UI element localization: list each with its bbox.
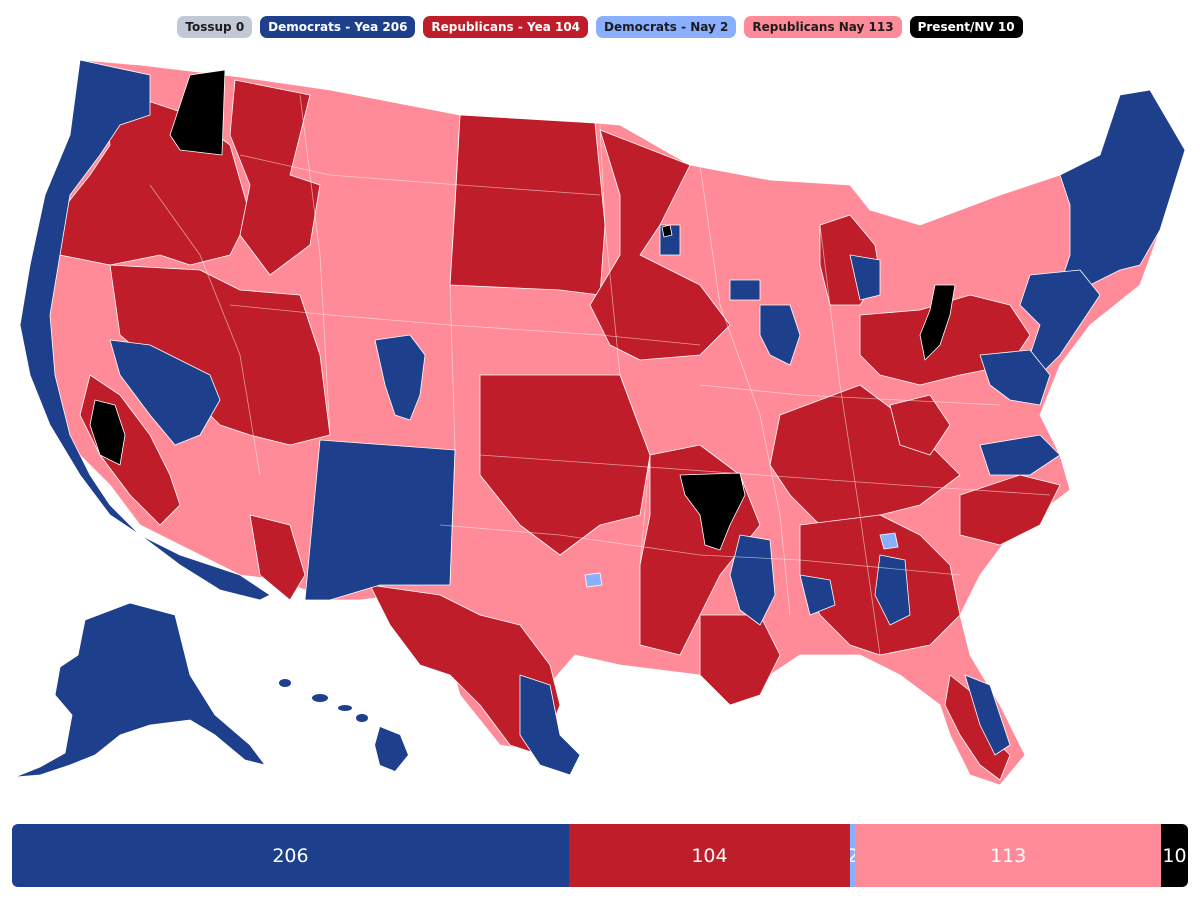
region-alabama-black-belt [799,574,836,616]
region-mississippi-delta [729,534,776,626]
district-line-9 [699,384,1001,406]
legend-tossup[interactable]: Tossup 0 [177,16,253,38]
district-line-4 [449,114,461,586]
legend-democrats-yea[interactable]: Democrats - Yea 206 [260,16,416,38]
region-dakotas [449,114,606,296]
region-present-minnesota [661,224,673,238]
district-map [0,55,1200,795]
district-line-3 [299,94,331,436]
district-line-7 [819,224,881,656]
region-kentucky-tennessee [769,384,961,526]
us-district-map-svg [14,59,1186,786]
hawaii-island-1 [279,679,291,687]
district-line-1 [239,154,601,196]
region-south-texas [519,674,581,776]
region-chicago [759,304,801,366]
tally-republicans-nay: 113 [855,824,1161,887]
region-new-mexico [304,439,456,601]
legend-republicans-yea[interactable]: Republicans - Yea 104 [423,16,589,38]
legend-democrats-nay[interactable]: Democrats - Nay 2 [596,16,737,38]
district-line-2 [229,304,701,346]
region-dem-nay-2 [584,572,603,588]
district-lines [149,94,1051,656]
region-georgia-south [874,554,911,626]
district-line-6 [699,164,791,616]
contiguous-us [19,59,1186,786]
region-nevada-south [109,339,221,446]
region-dem-nay-1 [879,532,899,550]
hawaii-island-4 [356,714,368,722]
hawaii-island-big [375,727,408,771]
tally-republicans-yea: 104 [568,824,851,887]
district-line-5 [599,124,651,566]
legend: Tossup 0 Democrats - Yea 206 Republicans… [0,16,1200,38]
district-line-8 [479,454,1051,496]
region-north-carolina [979,434,1061,476]
region-present-california [89,399,126,466]
region-florida-south [964,674,1011,756]
alaska [14,602,266,778]
region-pacific-coast [19,59,271,601]
region-west-virginia [889,394,951,456]
region-present-washington [169,69,226,156]
tally-democrats-nay: 2 [850,824,856,887]
region-iowa-east [729,279,761,301]
region-new-england [1059,89,1186,316]
legend-republicans-nay[interactable]: Republicans Nay 113 [744,16,902,38]
region-detroit [849,254,881,301]
district-line-11 [149,184,261,476]
region-present-ohio [919,284,956,361]
hawaii-island-2 [312,694,328,702]
tally-democrats-yea: 206 [12,824,569,887]
region-arizona-south [249,514,306,601]
region-colorado-denver [374,334,426,421]
region-present-arkansas [679,472,746,551]
hawaii-island-3 [338,705,352,711]
legend-present-nv[interactable]: Present/NV 10 [909,16,1023,38]
hawaii [279,679,408,771]
vote-tally-bar: 206 104 2 113 10 [12,824,1188,887]
region-northeast-corridor [1019,269,1101,376]
district-line-10 [439,524,961,576]
region-maryland-virginia [979,349,1051,406]
tally-present-nv: 10 [1160,824,1188,887]
